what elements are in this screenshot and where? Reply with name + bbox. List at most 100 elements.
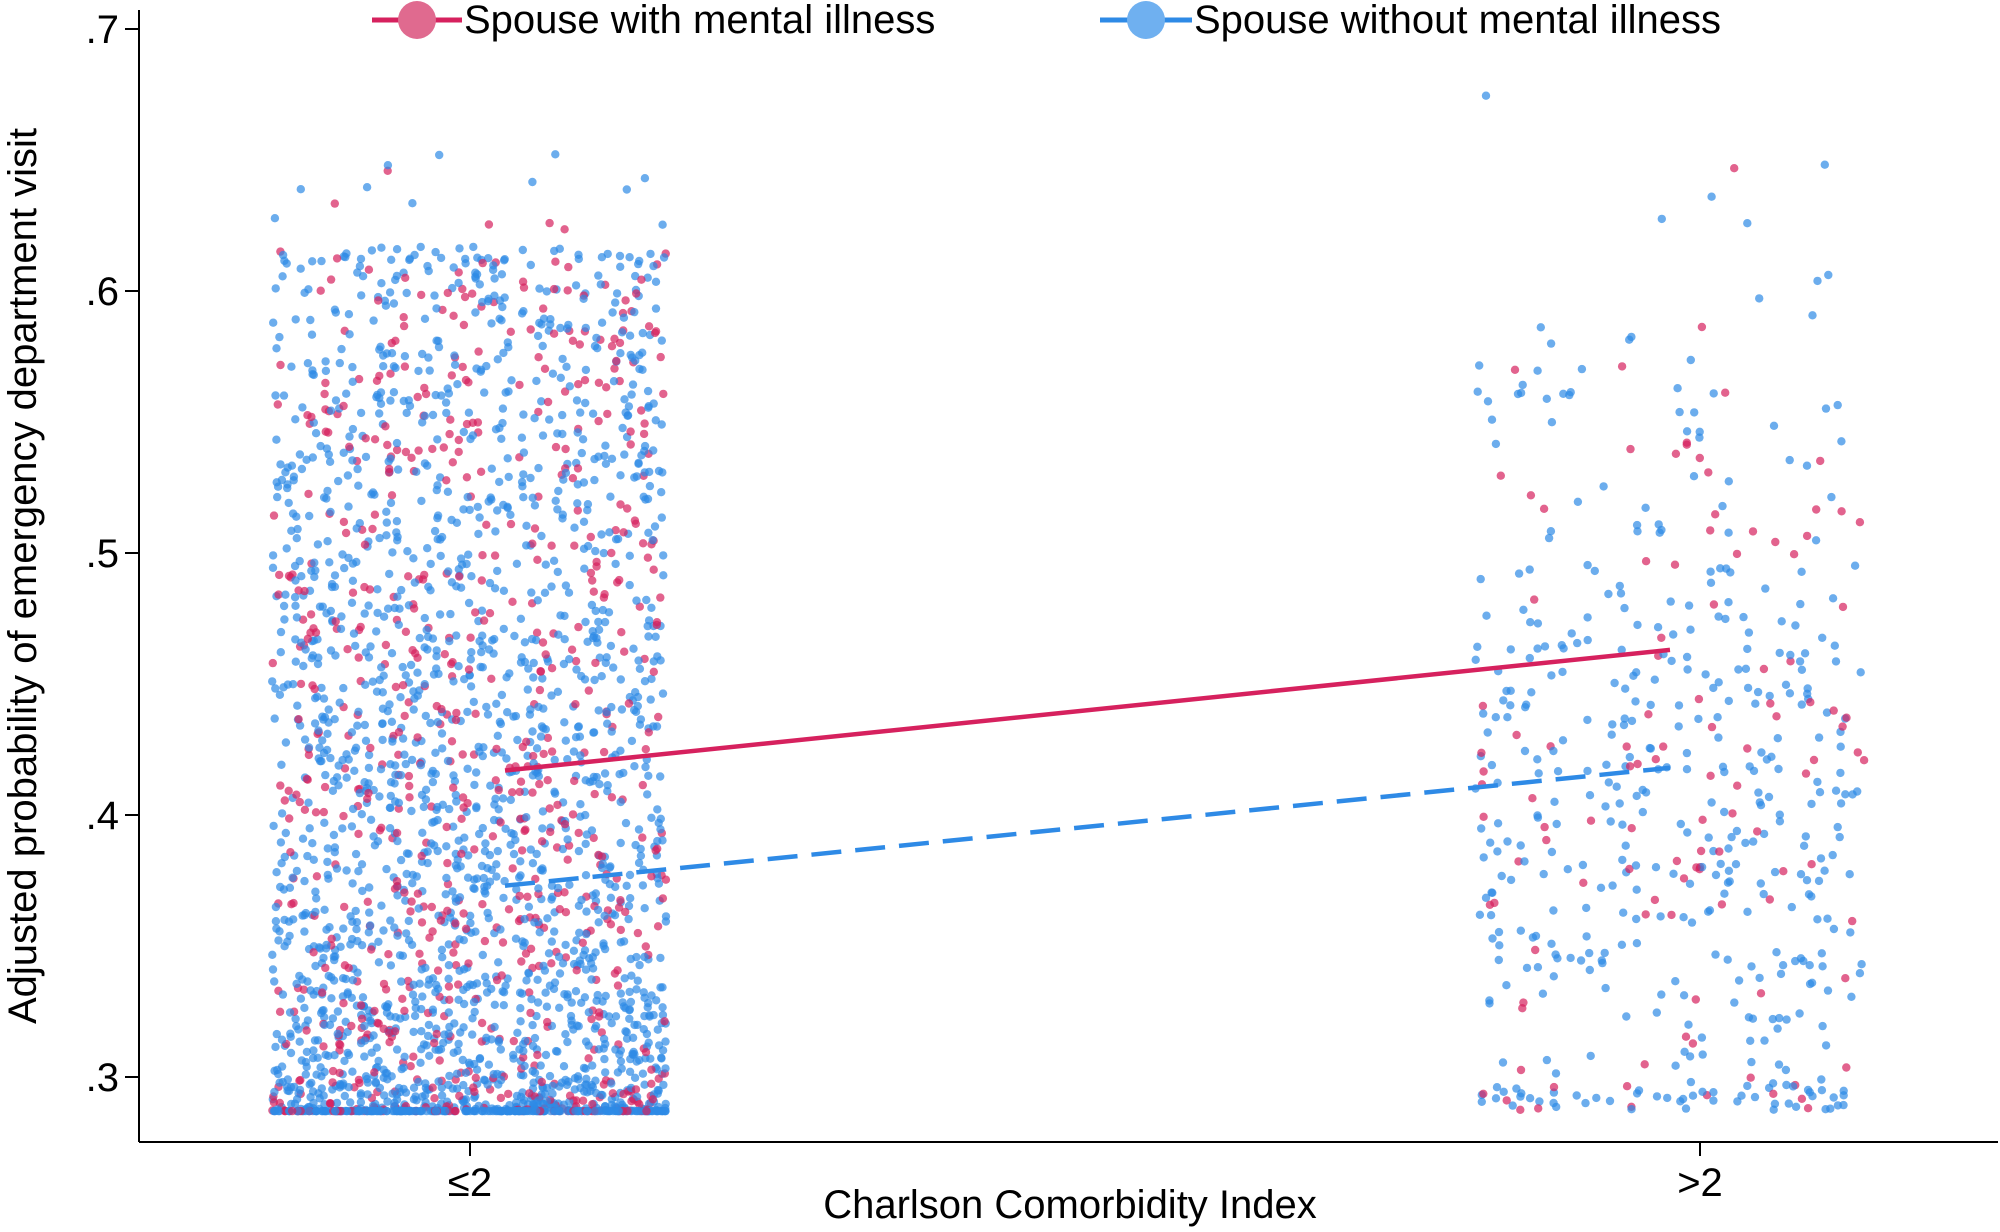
point-with-mental-illness	[626, 440, 635, 449]
point-without-mental-illness	[621, 1027, 630, 1036]
point-without-mental-illness	[630, 473, 639, 482]
point-without-mental-illness	[327, 994, 336, 1003]
point-without-mental-illness	[317, 1084, 326, 1093]
point-with-mental-illness	[538, 638, 548, 647]
point-without-mental-illness	[630, 307, 639, 317]
point-without-mental-illness	[362, 183, 372, 192]
point-without-mental-illness	[293, 701, 302, 710]
point-with-mental-illness	[654, 1074, 663, 1083]
point-without-mental-illness	[299, 661, 308, 671]
point-with-mental-illness	[1706, 771, 1715, 780]
point-without-mental-illness	[499, 256, 509, 265]
point-without-mental-illness	[581, 365, 591, 375]
point-without-mental-illness	[1547, 671, 1556, 680]
point-without-mental-illness	[1669, 630, 1678, 639]
point-with-mental-illness	[399, 321, 409, 331]
point-without-mental-illness	[625, 1014, 634, 1023]
point-without-mental-illness	[653, 652, 662, 661]
point-without-mental-illness	[1540, 642, 1550, 651]
point-without-mental-illness	[344, 310, 354, 319]
point-without-mental-illness	[311, 907, 320, 917]
point-without-mental-illness	[406, 660, 416, 670]
point-with-mental-illness	[464, 378, 473, 387]
point-with-mental-illness	[449, 783, 458, 792]
point-without-mental-illness	[640, 904, 649, 913]
point-without-mental-illness	[432, 980, 441, 990]
point-with-mental-illness	[1838, 602, 1848, 612]
point-without-mental-illness	[353, 464, 362, 474]
legend: Spouse with mental illness Spouse withou…	[372, 0, 1721, 42]
point-without-mental-illness	[1567, 629, 1576, 638]
point-without-mental-illness	[1601, 802, 1610, 811]
point-without-mental-illness	[274, 1106, 283, 1116]
point-without-mental-illness	[318, 1006, 327, 1015]
point-without-mental-illness	[450, 1019, 459, 1028]
point-without-mental-illness	[1646, 700, 1655, 710]
point-with-mental-illness	[471, 1073, 480, 1083]
point-without-mental-illness	[1797, 665, 1807, 674]
point-with-mental-illness	[568, 474, 578, 483]
point-without-mental-illness	[556, 323, 565, 333]
point-without-mental-illness	[1600, 948, 1609, 958]
point-without-mental-illness	[1582, 903, 1591, 913]
point-without-mental-illness	[1823, 986, 1833, 995]
point-without-mental-illness	[487, 319, 496, 328]
point-with-mental-illness	[1625, 762, 1635, 771]
point-without-mental-illness	[1817, 1086, 1827, 1095]
point-with-mental-illness	[553, 800, 562, 810]
point-without-mental-illness	[594, 1045, 603, 1054]
point-without-mental-illness	[528, 859, 538, 868]
point-without-mental-illness	[279, 683, 288, 692]
point-without-mental-illness	[351, 906, 360, 916]
point-without-mental-illness	[580, 675, 590, 684]
point-without-mental-illness	[563, 835, 572, 844]
point-without-mental-illness	[412, 467, 421, 476]
point-with-mental-illness	[574, 828, 583, 838]
point-with-mental-illness	[641, 745, 650, 754]
point-without-mental-illness	[1491, 439, 1501, 449]
point-without-mental-illness	[342, 1106, 352, 1116]
point-without-mental-illness	[484, 497, 493, 506]
point-without-mental-illness	[541, 988, 550, 997]
point-without-mental-illness	[1698, 1050, 1707, 1059]
point-with-mental-illness	[361, 434, 370, 443]
point-without-mental-illness	[555, 244, 564, 253]
point-without-mental-illness	[1494, 955, 1504, 965]
point-without-mental-illness	[455, 893, 465, 902]
point-without-mental-illness	[1787, 902, 1797, 912]
point-without-mental-illness	[1621, 684, 1630, 693]
point-without-mental-illness	[382, 531, 391, 540]
point-without-mental-illness	[1487, 415, 1497, 424]
point-without-mental-illness	[392, 517, 402, 526]
point-without-mental-illness	[518, 245, 527, 255]
point-without-mental-illness	[477, 861, 487, 871]
point-without-mental-illness	[466, 655, 475, 664]
point-without-mental-illness	[576, 408, 585, 417]
point-without-mental-illness	[1618, 820, 1627, 829]
point-without-mental-illness	[1606, 817, 1615, 826]
point-without-mental-illness	[1694, 714, 1703, 724]
point-without-mental-illness	[1553, 767, 1563, 776]
point-without-mental-illness	[463, 707, 472, 717]
point-without-mental-illness	[392, 1106, 401, 1116]
point-without-mental-illness	[527, 995, 536, 1004]
point-without-mental-illness	[401, 759, 410, 769]
point-without-mental-illness	[438, 744, 447, 753]
point-without-mental-illness	[660, 1106, 669, 1116]
point-without-mental-illness	[350, 766, 359, 775]
point-without-mental-illness	[625, 870, 635, 880]
point-without-mental-illness	[1608, 720, 1617, 729]
point-without-mental-illness	[566, 1011, 576, 1021]
point-without-mental-illness	[497, 270, 507, 279]
point-without-mental-illness	[627, 390, 636, 399]
point-without-mental-illness	[331, 396, 341, 405]
point-with-mental-illness	[440, 650, 449, 659]
point-with-mental-illness	[284, 786, 293, 795]
point-with-mental-illness	[599, 593, 609, 602]
point-without-mental-illness	[1782, 1015, 1791, 1024]
point-without-mental-illness	[635, 256, 644, 266]
point-without-mental-illness	[573, 722, 583, 732]
point-with-mental-illness	[1772, 712, 1781, 721]
point-without-mental-illness	[494, 958, 503, 967]
point-without-mental-illness	[344, 755, 353, 764]
